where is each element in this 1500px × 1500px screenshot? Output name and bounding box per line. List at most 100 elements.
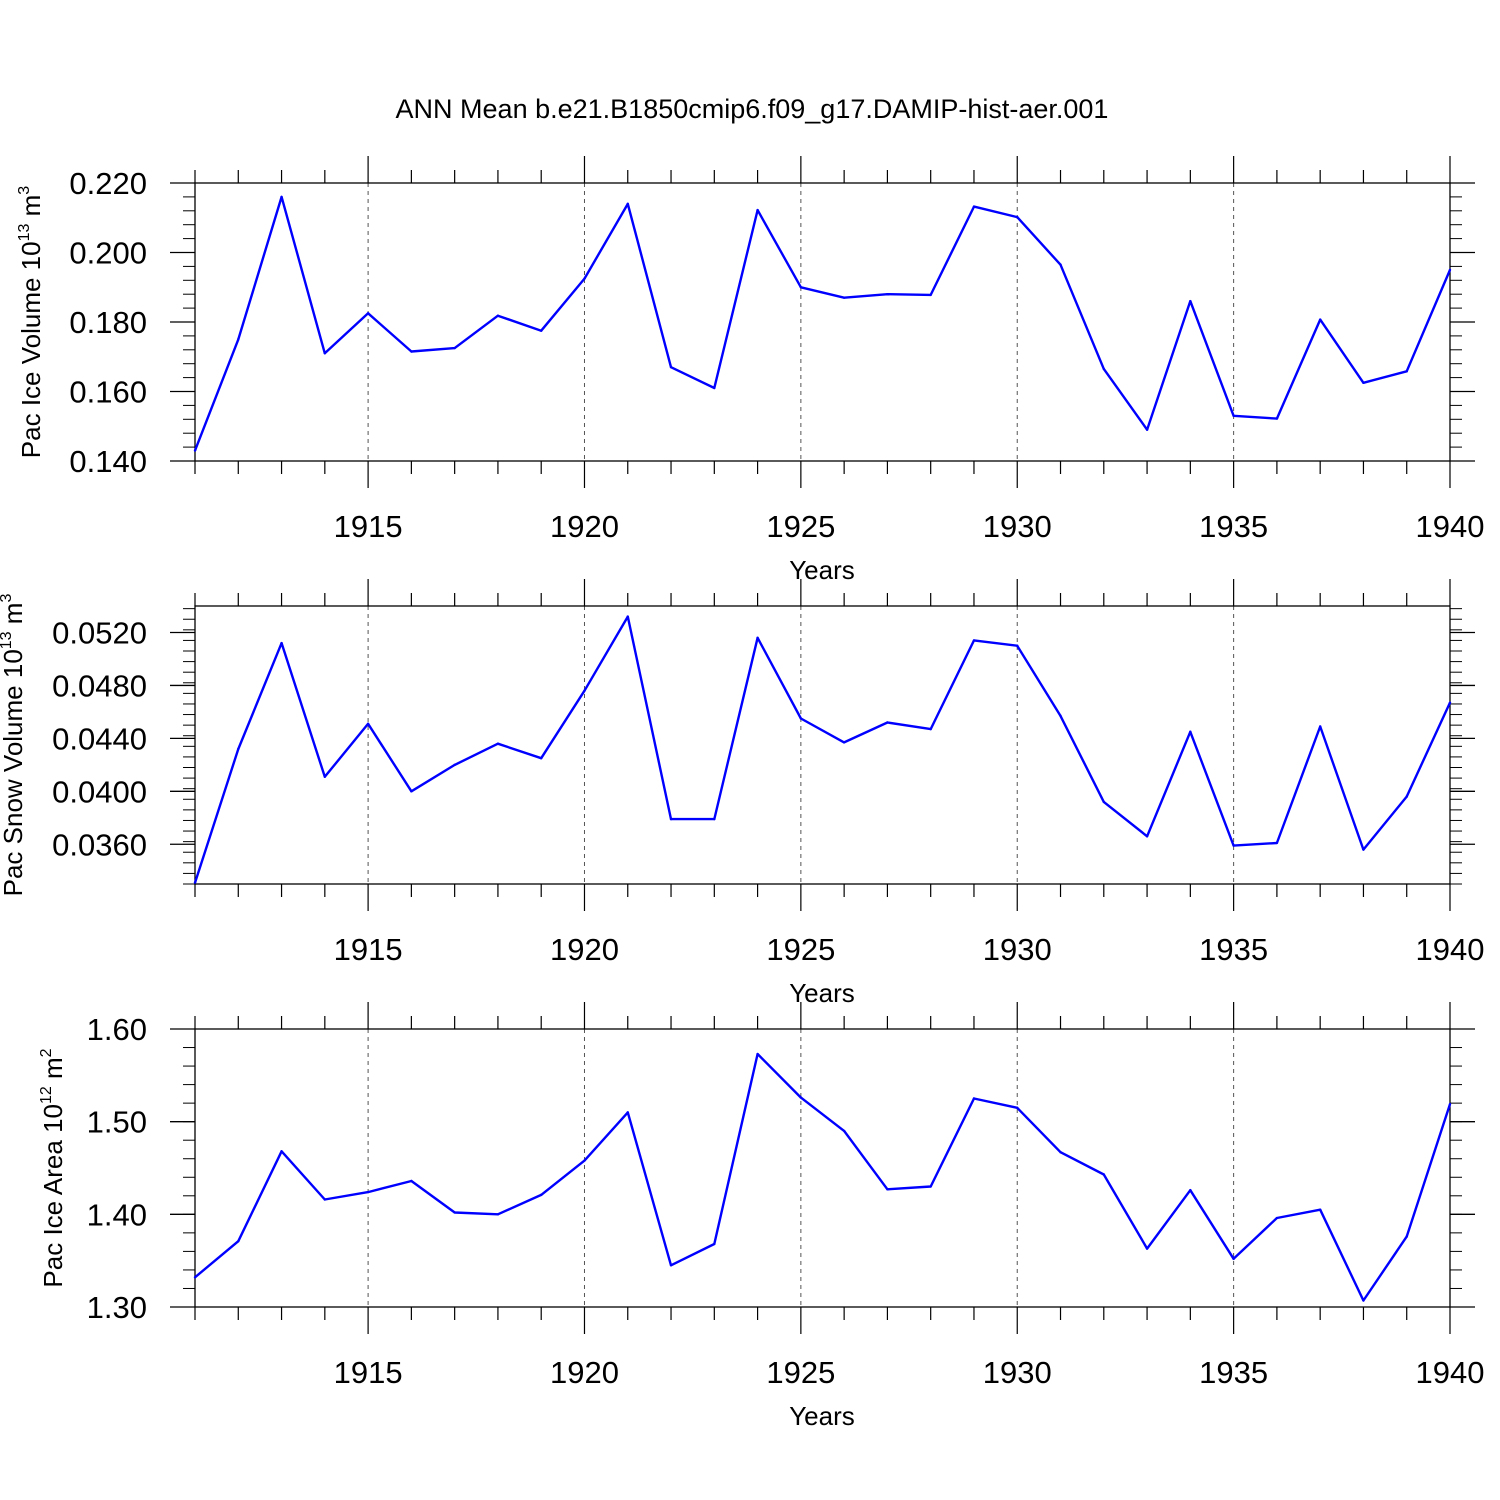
series-line [193,615,1452,884]
data-point [756,208,759,212]
data-point [842,1129,846,1133]
data-point [1189,299,1192,303]
plot-frame [194,182,1451,462]
data-point [799,1096,803,1099]
data-point [1232,1257,1235,1261]
data-point [799,717,803,720]
data-point [929,727,932,731]
plot-frame [194,1028,1451,1308]
x-tick-label: 1915 [334,1355,403,1390]
data-point [496,742,500,745]
x-axis-label: Years [789,978,855,1008]
data-point [756,1052,759,1056]
data-point [1448,1102,1452,1106]
ice-volume-panel: 0.140 0.160 0.180 0.200 0.220 1915 1920 1925 193… [16,156,1484,585]
data-point [1145,1247,1149,1250]
data-point [193,881,197,884]
data-point [713,386,716,390]
y-tick-label: 0.0480 [52,668,147,703]
data-point [540,329,543,332]
data-point [669,817,673,821]
x-axis-label: Years [789,1401,855,1431]
data-point [1145,428,1149,431]
data-point [323,352,327,355]
data-point [496,1213,500,1216]
data-point [1189,730,1192,733]
data-point [1362,381,1365,385]
x-tick-label: 1925 [766,509,835,544]
data-point [1102,367,1105,371]
data-point [1405,370,1408,373]
y-tick-label: 1.40 [87,1197,147,1232]
data-point [842,296,846,299]
data-point [1232,844,1235,847]
data-point [669,365,673,369]
data-point [1016,215,1019,219]
data-point [972,639,976,642]
x-tick-label: 1935 [1199,509,1268,544]
y-tick-label: 0.140 [69,444,147,479]
data-point [972,205,976,208]
data-point [1405,795,1408,798]
data-point [366,312,370,315]
x-tick-label: 1915 [334,509,403,544]
data-point [1016,644,1019,647]
data-point [366,722,370,726]
data-point [193,449,197,452]
plot-frame [194,605,1451,885]
data-point [193,1276,197,1279]
data-point [1059,1151,1062,1154]
y-tick-label: 0.180 [69,305,147,340]
data-point [496,314,500,317]
data-point [1318,1208,1322,1211]
data-point [540,757,543,760]
data-point [1448,701,1452,704]
data-point [713,817,716,821]
x-tick-label: 1920 [550,932,619,967]
data-point [626,615,629,618]
data-point [1318,725,1322,728]
figure-title: ANN Mean b.e21.B1850cmip6.f09_g17.DAMIP-… [396,94,1109,124]
data-point [237,338,240,341]
data-point [453,763,456,767]
data-point [929,293,932,297]
data-point [583,1159,586,1162]
y-tick-label: 0.220 [69,166,147,201]
data-point [1145,835,1149,838]
data-point [583,689,586,692]
data-point [886,293,889,296]
data-point [929,1185,932,1188]
y-tick-label: 0.0360 [52,827,147,862]
data-point [453,1211,456,1214]
data-point [842,741,846,744]
y-axis-label: Pac Ice Area 1012 m2 [38,1048,68,1287]
data-point [410,1179,413,1183]
x-tick-label: 1940 [1416,509,1485,544]
x-tick-label: 1930 [983,1355,1052,1390]
data-point [1275,841,1279,845]
y-tick-label: 1.30 [87,1290,147,1325]
data-point [756,636,759,639]
snow-volume-panel: 0.0360 0.0400 0.0440 0.0480 0.0520 1915 1920 19… [0,579,1484,1008]
data-point [237,747,240,751]
data-point [410,790,413,793]
data-point [410,350,413,353]
series-line [193,195,1452,452]
x-tick-label: 1920 [550,509,619,544]
data-point [540,1193,543,1197]
data-point [1102,1173,1105,1176]
data-point [1362,848,1365,851]
data-point [886,1188,889,1191]
y-axis-label: Pac Ice Volume 1013 m3 [16,186,46,459]
x-tick-label: 1930 [983,509,1052,544]
data-point [1232,414,1235,418]
x-tick-label: 1930 [983,932,1052,967]
data-point [1275,417,1279,420]
data-point [366,1190,370,1194]
data-point [323,775,327,778]
ice-area-panel: 1.30 1.40 1.50 1.60 1915 1920 1925 1930 1935 1940… [38,1002,1484,1431]
series-line [194,1052,1452,1302]
data-point [1362,1299,1365,1302]
data-point [1059,714,1062,718]
